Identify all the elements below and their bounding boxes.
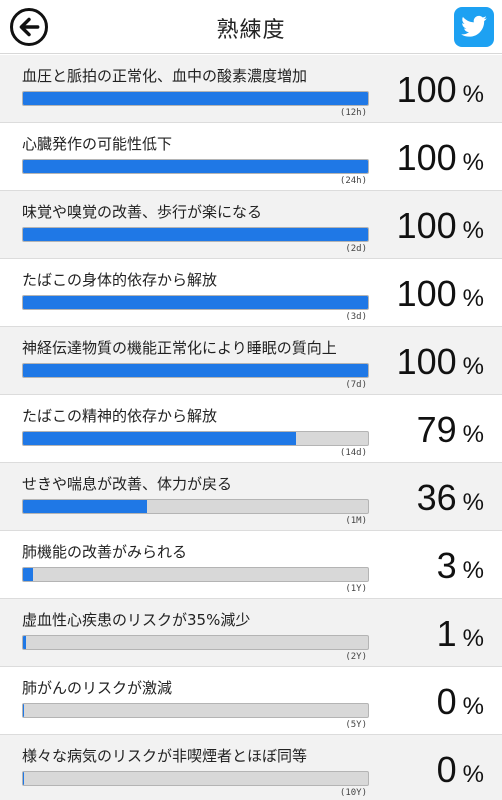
percent-display: 0% [437,749,484,791]
page-title: 熟練度 [216,18,286,43]
percent-value: 79 [416,409,457,450]
progress-bar-fill [23,636,27,649]
progress-bar [22,635,369,650]
percent-display: 100% [397,137,484,179]
list-item: 神経伝達物質の機能正常化により睡眠の質向上 (7d) 100% [0,327,502,395]
progress-bar-fill [23,228,368,241]
progress-bar [22,499,369,514]
percent-sign: % [462,353,484,380]
list-item: 虚血性心疾患のリスクが35%減少 (2Y) 1% [0,599,502,667]
list-item: たばこの精神的依存から解放 (14d) 79% [0,395,502,463]
progress-bar [22,159,369,174]
period-label: (3d) [345,312,367,322]
list-item: 血圧と脈拍の正常化、血中の酸素濃度増加 (12h) 100% [0,55,502,123]
list-item: せきや喘息が改善、体力が戻る (1M) 36% [0,463,502,531]
percent-display: 3% [437,545,484,587]
progress-bar-fill [23,160,368,173]
item-label: 味覚や嗅覚の改善、歩行が楽になる [22,203,263,221]
progress-bar [22,703,369,718]
twitter-icon [461,15,487,37]
period-label: (1M) [345,516,367,526]
percent-value: 0 [436,681,457,722]
percent-sign: % [462,625,484,652]
period-label: (7d) [345,380,367,390]
progress-bar [22,227,369,242]
percent-sign: % [462,421,484,448]
period-label: (10Y) [339,788,367,798]
percent-sign: % [462,285,484,312]
back-button[interactable] [10,8,48,46]
percent-display: 1% [437,613,484,655]
period-label: (12h) [339,108,367,118]
list-item: 心臓発作の可能性低下 (24h) 100% [0,123,502,191]
progress-bar [22,567,369,582]
percent-sign: % [462,149,484,176]
progress-bar-fill [23,772,24,785]
progress-bar [22,295,369,310]
percent-value: 0 [436,749,457,790]
progress-bar [22,431,369,446]
progress-list: 血圧と脈拍の正常化、血中の酸素濃度増加 (12h) 100% 心臓発作の可能性低下 (2… [0,55,502,800]
period-label: (1Y) [345,584,367,594]
percent-value: 36 [416,477,457,518]
period-label: (24h) [339,176,367,186]
header-bar: 熟練度 [0,0,502,54]
item-label: 心臓発作の可能性低下 [22,135,173,153]
item-label: 様々な病気のリスクが非喫煙者とほぼ同等 [22,747,308,765]
list-item: 肺機能の改善がみられる (1Y) 3% [0,531,502,599]
progress-bar-fill [23,432,296,445]
percent-sign: % [462,761,484,788]
list-item: 味覚や嗅覚の改善、歩行が楽になる (2d) 100% [0,191,502,259]
twitter-share-button[interactable] [454,7,494,47]
percent-display: 100% [397,69,484,111]
percent-display: 79% [417,409,484,451]
percent-sign: % [462,557,484,584]
item-label: せきや喘息が改善、体力が戻る [22,475,233,493]
list-item: 肺がんのリスクが激減 (5Y) 0% [0,667,502,735]
arrow-left-icon [19,17,40,37]
percent-value: 100 [396,205,457,246]
progress-bar-fill [23,92,368,105]
percent-sign: % [462,489,484,516]
percent-display: 100% [397,205,484,247]
item-label: 肺がんのリスクが激減 [22,679,173,697]
item-label: たばこの精神的依存から解放 [22,407,218,425]
percent-value: 100 [396,341,457,382]
progress-bar [22,771,369,786]
period-label: (2Y) [345,652,367,662]
item-label: 神経伝達物質の機能正常化により睡眠の質向上 [22,339,337,357]
percent-sign: % [462,693,484,720]
percent-display: 100% [397,273,484,315]
percent-display: 100% [397,341,484,383]
percent-value: 3 [436,545,457,586]
percent-value: 100 [396,69,457,110]
list-item: 様々な病気のリスクが非喫煙者とほぼ同等 (10Y) 0% [0,735,502,800]
progress-bar-fill [23,500,148,513]
item-label: 虚血性心疾患のリスクが35%減少 [22,611,251,629]
percent-value: 100 [396,273,457,314]
progress-bar [22,91,369,106]
period-label: (14d) [339,448,367,458]
progress-bar-fill [23,568,34,581]
progress-bar-fill [23,704,25,717]
percent-sign: % [462,81,484,108]
period-label: (5Y) [345,720,367,730]
percent-value: 1 [436,613,457,654]
percent-value: 100 [396,137,457,178]
item-label: 血圧と脈拍の正常化、血中の酸素濃度増加 [22,67,308,85]
progress-bar [22,363,369,378]
progress-bar-fill [23,296,368,309]
item-label: たばこの身体的依存から解放 [22,271,218,289]
percent-sign: % [462,217,484,244]
item-label: 肺機能の改善がみられる [22,543,188,561]
percent-display: 0% [437,681,484,723]
percent-display: 36% [417,477,484,519]
list-item: たばこの身体的依存から解放 (3d) 100% [0,259,502,327]
progress-bar-fill [23,364,368,377]
period-label: (2d) [345,244,367,254]
